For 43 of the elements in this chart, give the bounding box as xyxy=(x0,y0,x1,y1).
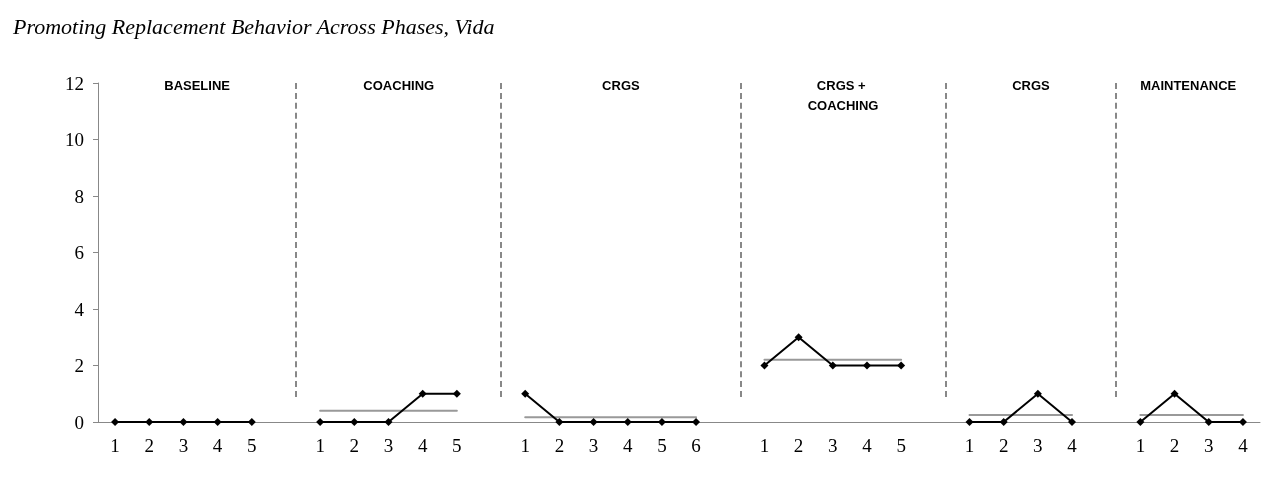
x-tick-label: 6 xyxy=(691,435,701,456)
x-tick-label: 5 xyxy=(247,435,257,456)
x-tick-label: 2 xyxy=(793,435,804,456)
x-tick-label: 1 xyxy=(110,435,120,456)
x-tick-label: 2 xyxy=(144,435,155,456)
x-tick-label: 5 xyxy=(452,435,462,456)
x-tick-label: 2 xyxy=(349,435,360,456)
x-tick-label: 1 xyxy=(1135,435,1146,456)
chart-title: Promoting Replacement Behavior Across Phases, Vida xyxy=(12,13,495,39)
annotation: CRGS + COACHING xyxy=(807,77,879,113)
x-tick-label: 4 xyxy=(1238,435,1249,456)
x-tick-label: 2 xyxy=(554,435,565,456)
x-tick-label: 5 xyxy=(657,435,667,456)
x-tick-label: 4 xyxy=(1067,435,1078,456)
x-tick-label: 4 xyxy=(862,435,873,456)
y-tick-label: 0 xyxy=(74,411,84,433)
x-tick-label: 4 xyxy=(212,435,223,456)
x-tick-label: 3 xyxy=(828,435,838,456)
x-tick-label: 1 xyxy=(964,435,975,456)
x-tick-label: 3 xyxy=(588,435,599,456)
x-tick-label: 3 xyxy=(1033,435,1043,456)
x-tick-label: 4 xyxy=(417,435,428,456)
y-tick-label: 10 xyxy=(65,129,84,150)
annotation: BASELINE xyxy=(164,77,231,93)
x-tick-label: 1 xyxy=(520,435,530,456)
annotation: CRGS xyxy=(602,77,641,93)
x-tick-label: 3 xyxy=(178,435,189,456)
x-tick-label: 3 xyxy=(1203,435,1214,456)
y-tick-label: 6 xyxy=(74,242,84,263)
x-tick-label: 4 xyxy=(622,435,633,456)
y-tick-label: 8 xyxy=(74,185,84,207)
annotation: COACHING xyxy=(363,77,435,93)
annotation: MAINTENANCE xyxy=(1140,77,1237,93)
x-tick-label: 1 xyxy=(759,435,770,456)
x-tick-label: 5 xyxy=(896,435,906,456)
y-tick-label: 4 xyxy=(74,298,85,320)
y-tick-label: 2 xyxy=(74,355,84,376)
x-tick-label: 2 xyxy=(998,435,1009,456)
x-tick-label: 2 xyxy=(1169,435,1180,456)
x-tick-label: 1 xyxy=(315,435,325,456)
annotation: CRGS xyxy=(1012,77,1051,93)
y-tick-label: 12 xyxy=(65,72,84,94)
x-tick-label: 3 xyxy=(383,435,394,456)
